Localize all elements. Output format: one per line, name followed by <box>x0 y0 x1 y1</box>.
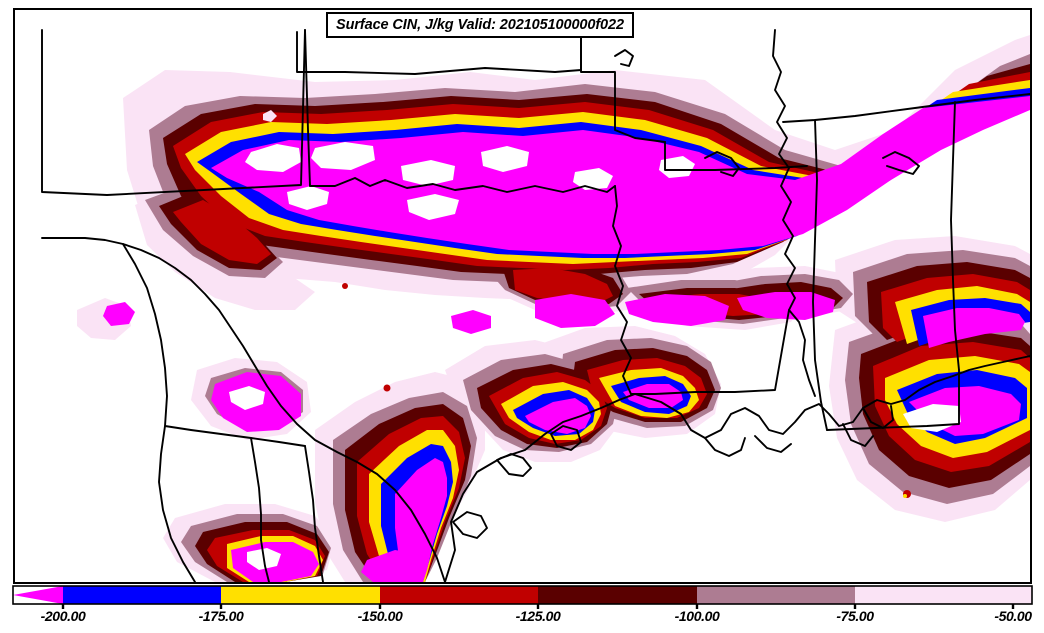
border-mexico-state-4 <box>250 437 270 582</box>
galveston-bay <box>550 425 582 451</box>
colorbar[interactable]: -200.00 -175.00 -150.00 -125.00 -100.00 -75.0… <box>0 584 1044 633</box>
colorbar-tick-label: -50.00 <box>994 608 1032 624</box>
map-title-box: Surface CIN, J/kg Valid: 202105100000f02… <box>326 12 634 38</box>
border-florida-panhandle-north <box>826 369 960 431</box>
border-new-mexico <box>41 29 306 196</box>
river-squiggle-2 <box>704 151 740 177</box>
border-red-river <box>309 177 616 193</box>
colorbar-tick-labels: -200.00 -175.00 -150.00 -125.00 -100.00 -75.0… <box>0 608 1044 633</box>
border-mexico-state-3 <box>304 445 324 582</box>
border-mississippi-river <box>772 29 796 311</box>
colorbar-band[interactable] <box>13 586 63 604</box>
colorbar-band[interactable] <box>380 586 538 604</box>
border-alabama-east <box>950 101 960 371</box>
political-boundaries <box>41 29 1030 582</box>
contour-speckles <box>103 110 911 582</box>
border-mexico-state-1 <box>122 243 196 582</box>
colorbar-tick-label: -100.00 <box>674 608 720 624</box>
colorbar-tick-label: -150.00 <box>357 608 403 624</box>
colorbar-tick-label: -75.00 <box>836 608 874 624</box>
mobile-bay <box>862 405 894 429</box>
page-title: Surface CIN, J/kg Valid: 202105100000f02… <box>336 17 624 33</box>
matagorda-bay <box>496 453 532 477</box>
lake-pontchartrain <box>704 437 746 457</box>
map-panel[interactable] <box>13 8 1032 584</box>
bay-detail <box>842 423 874 447</box>
colorbar-tick-label: -175.00 <box>198 608 244 624</box>
colorbar-band[interactable] <box>538 586 697 604</box>
colorbar-tick-label: -200.00 <box>40 608 86 624</box>
border-texas-east <box>612 185 632 395</box>
colorbar-swatches[interactable] <box>0 584 1044 610</box>
border-mexico-state-2 <box>164 425 306 447</box>
coastline-louisiana-mississippi <box>634 355 1030 439</box>
border-tennessee-south <box>782 93 1030 123</box>
contour-fill-layer <box>77 35 1030 582</box>
colorbar-band[interactable] <box>221 586 380 604</box>
corpus-christi-bay <box>452 511 488 539</box>
colorbar-band[interactable] <box>63 586 221 604</box>
border-oklahoma-panhandle <box>296 29 582 75</box>
lake-borgne <box>754 435 792 453</box>
border-mississippi-east <box>812 119 828 431</box>
border-louisiana-east <box>788 309 816 397</box>
contour-holes <box>229 142 961 570</box>
border-rio-grande <box>41 237 446 582</box>
border-arkansas-north <box>664 141 808 171</box>
border-oklahoma-east <box>580 29 666 143</box>
colorbar-band[interactable] <box>697 586 855 604</box>
river-squiggle-3 <box>882 151 920 175</box>
coastline-texas <box>444 393 636 582</box>
map-canvas[interactable] <box>15 10 1030 582</box>
border-louisiana-north <box>630 309 790 395</box>
colorbar-tick-label: -125.00 <box>515 608 561 624</box>
river-squiggle-1 <box>614 49 634 67</box>
colorbar-band[interactable] <box>855 586 1032 604</box>
